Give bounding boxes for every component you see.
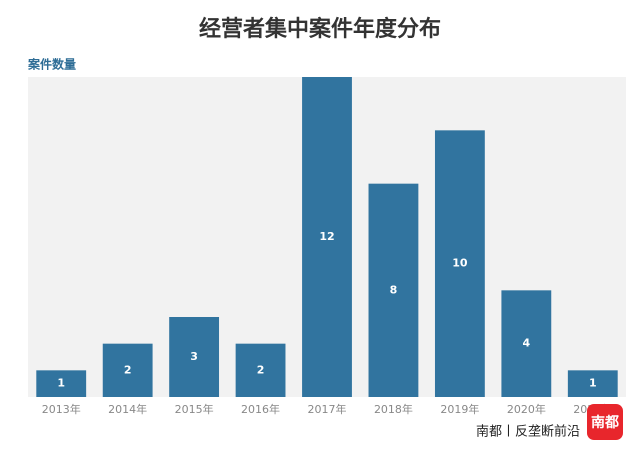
value-label: 1 <box>57 377 65 390</box>
x-tick-label: 2013年 <box>42 402 81 416</box>
x-tick-label: 2016年 <box>241 402 280 416</box>
source: 南都丨反垄断前沿 <box>476 424 580 440</box>
x-tick-label: 2015年 <box>175 402 214 416</box>
bar <box>235 343 286 397</box>
value-label: 1 <box>589 377 597 390</box>
x-tick-label: 2014年 <box>108 402 147 416</box>
chart-title: 经营者集中案件年度分布 <box>199 16 441 42</box>
value-label: 2 <box>257 363 265 376</box>
value-label: 2 <box>124 363 132 376</box>
bar <box>102 343 153 397</box>
y-axis-label: 案件数量 <box>27 57 76 72</box>
bar <box>302 77 352 397</box>
bar <box>368 183 419 397</box>
bar <box>434 130 485 398</box>
bar <box>567 370 618 397</box>
bars: 2013年 1 2014年 2 2015年 3 2016年 2 2017年 12 2018年 8 201… <box>36 77 618 416</box>
x-tick-label: 2019年 <box>440 402 479 416</box>
logo: 南都 <box>591 414 619 431</box>
bar <box>36 370 87 397</box>
value-label: 3 <box>190 350 198 363</box>
bar <box>169 317 220 397</box>
value-label: 8 <box>390 283 398 296</box>
x-tick-label: 2018年 <box>374 402 413 416</box>
x-tick-label: 2020年 <box>507 402 546 416</box>
logo-badge <box>587 404 623 440</box>
value-label: 4 <box>523 337 531 350</box>
value-label: 10 <box>452 257 468 270</box>
bar <box>501 290 552 397</box>
value-label: 12 <box>319 230 334 243</box>
x-tick-label: 2017年 <box>308 402 347 416</box>
